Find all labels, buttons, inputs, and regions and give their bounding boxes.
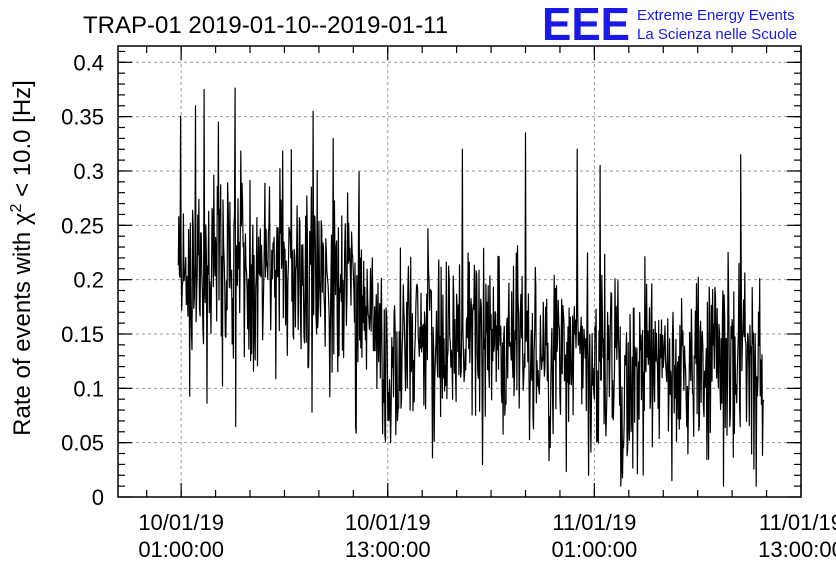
x-tick-label-time: 13:00:00 — [345, 537, 431, 562]
y-axis-label-prefix: Rate of events with χ — [9, 212, 36, 436]
series-line — [177, 87, 765, 487]
y-axis-label: Rate of events with χ2 < 10.0 [Hz] — [8, 80, 36, 436]
eee-logo-mark: EEE — [542, 0, 630, 50]
x-tick-label-date: 11/01/19 — [552, 510, 636, 535]
series-group — [177, 87, 765, 487]
logo-line-2: La Scienza nelle Scuole — [637, 26, 797, 43]
y-tick-label: 0 — [92, 485, 104, 510]
y-tick-label: 0.2 — [73, 268, 104, 293]
x-tick-label-date: 10/01/19 — [138, 510, 224, 535]
x-tick-label-time: 01:00:00 — [138, 537, 224, 562]
y-tick-label: 0.4 — [73, 50, 104, 75]
y-axis-label-superscript: 2 — [8, 203, 25, 212]
y-tick-label: 0.15 — [61, 322, 104, 347]
y-tick-label: 0.35 — [61, 105, 104, 130]
plot-frame — [117, 45, 802, 498]
y-tick-label: 0.25 — [61, 213, 104, 238]
x-tick-label-date: 10/01/19 — [345, 510, 431, 535]
y-tick-label: 0.1 — [73, 376, 104, 401]
axes: 00.050.10.150.20.250.30.350.410/01/1901:… — [61, 45, 836, 562]
x-tick-label-time: 13:00:00 — [758, 537, 836, 562]
x-tick-label-time: 01:00:00 — [552, 537, 638, 562]
chart-title: TRAP-01 2019-01-10--2019-01-11 — [83, 12, 448, 39]
y-tick-label: 0.05 — [61, 431, 104, 456]
y-tick-label: 0.3 — [73, 159, 104, 184]
y-axis-label-suffix: < 10.0 [Hz] — [9, 80, 36, 203]
eee-logo: EEE Extreme Energy Events La Scienza nel… — [542, 0, 797, 50]
logo-line-1: Extreme Energy Events — [637, 7, 795, 24]
x-tick-label-date: 11/01/19 — [759, 510, 836, 535]
